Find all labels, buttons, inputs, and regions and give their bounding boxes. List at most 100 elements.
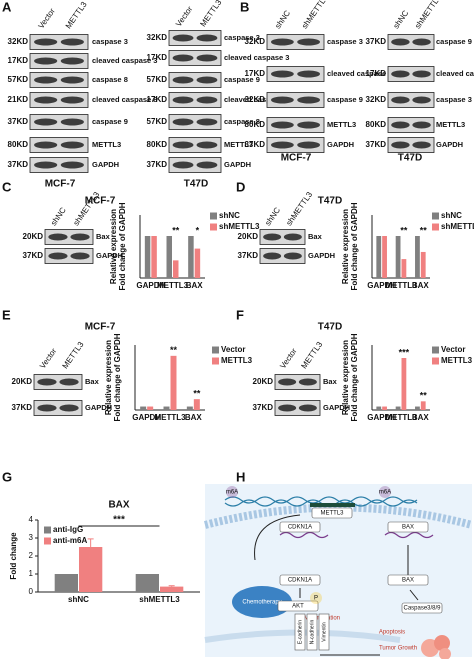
blot-caption: MCF-7 (281, 153, 312, 164)
panel-label: C (2, 179, 12, 194)
y-axis-label: Fold change of GAPDH (350, 202, 359, 290)
molecular-weight: 80KD (245, 120, 266, 129)
legend-label: Vector (441, 345, 465, 354)
diagram-label: E-cadherin (297, 620, 303, 644)
y-axis-label: Fold change (9, 532, 18, 580)
band (34, 161, 58, 169)
molecular-weight: 17KD (147, 95, 168, 104)
bar (415, 406, 420, 410)
protein-name: METTL3 (327, 120, 356, 129)
molecular-weight: 57KD (147, 117, 168, 126)
protein-name: caspase 3 (224, 33, 260, 42)
panel-label: E (2, 307, 11, 322)
lane-header: Vector (174, 4, 195, 28)
panel-label: F (236, 307, 244, 322)
significance: ** (420, 391, 428, 401)
bar (166, 236, 172, 278)
protein-name: cleaved caspase 3 (327, 69, 392, 78)
molecular-weight: 57KD (147, 75, 168, 84)
molecular-weight: 37KD (8, 160, 29, 169)
band (412, 38, 431, 46)
x-tick-label: GAPDH (136, 281, 165, 290)
molecular-weight: 37KD (366, 140, 387, 149)
blot-strip (29, 114, 89, 130)
molecular-weight: 20KD (23, 232, 44, 241)
band (34, 118, 58, 126)
x-tick-label: BAX (185, 413, 203, 422)
legend-swatch (212, 346, 219, 354)
blot-strip (168, 72, 222, 88)
x-tick-label: shMETTL3 (139, 595, 180, 604)
band (270, 141, 294, 149)
band (283, 252, 302, 260)
molecular-weight: 80KD (147, 140, 168, 149)
protein-name: GAPDH (327, 140, 354, 149)
bar (170, 355, 177, 410)
band (37, 378, 57, 386)
legend-label: anti-IgG (53, 525, 83, 534)
bar (54, 574, 78, 592)
blot-strip (168, 92, 222, 108)
band (270, 38, 294, 46)
x-tick-label: BAX (186, 281, 204, 290)
label-box (387, 574, 429, 586)
diagram-label: BAX (402, 578, 414, 584)
blot-caption: T47D (184, 179, 208, 190)
significance: * (196, 225, 200, 235)
blot-caption: MCF-7 (85, 322, 116, 333)
label-box (279, 521, 321, 533)
significance: ** (172, 225, 180, 235)
band (37, 404, 57, 412)
significance: ** (420, 225, 428, 235)
bar (395, 406, 401, 410)
blot-strip (387, 34, 435, 50)
lane-header: METTL3 (61, 340, 86, 371)
molecular-weight: 21KD (8, 95, 29, 104)
x-tick-label: METTL3 (157, 281, 189, 290)
band (391, 70, 410, 78)
protein-name: Bax (308, 232, 323, 241)
band (70, 252, 90, 260)
diagram-label: Vimentin (321, 622, 327, 642)
molecular-weight: 20KD (12, 377, 33, 386)
x-tick-label: BAX (412, 413, 430, 422)
band (297, 121, 321, 129)
bar (395, 236, 401, 278)
molecular-weight: 80KD (366, 120, 387, 129)
legend-swatch (432, 212, 439, 220)
blot-strip (259, 229, 306, 245)
protein-name: Bax (96, 232, 111, 241)
diagram-label: m6A (226, 490, 238, 496)
band (60, 141, 84, 149)
legend-swatch (432, 223, 439, 231)
band (60, 57, 84, 65)
label-box (306, 613, 318, 651)
blot-strip (168, 50, 222, 66)
blot-caption: MCF-7 (45, 179, 76, 190)
blot-strip (387, 66, 435, 82)
legend-swatch (432, 357, 439, 365)
diagram-label: m6A (379, 490, 391, 496)
protein-name: cleaved caspase 3 (92, 56, 157, 65)
band (297, 70, 321, 78)
protein-name: METTL3 (436, 120, 465, 129)
band (297, 96, 321, 104)
blot-strip (168, 114, 222, 130)
blot-strip (266, 137, 325, 153)
y-tick-label: 1 (29, 569, 34, 578)
arrow (254, 514, 301, 561)
band (172, 118, 194, 126)
lane-header: shNC (49, 206, 68, 228)
gene-bar (310, 503, 355, 507)
protein-name: caspase 3 (436, 95, 472, 104)
label-box (401, 602, 443, 614)
nuclear-membrane (203, 503, 474, 529)
molecular-weight: 20KD (253, 377, 274, 386)
band (278, 404, 297, 412)
arrow (409, 589, 419, 601)
lane-header: Vector (278, 346, 299, 370)
protein-name: caspase 8 (224, 117, 260, 126)
diagram-label: Tumor Growth (379, 646, 417, 652)
bar (147, 406, 154, 410)
